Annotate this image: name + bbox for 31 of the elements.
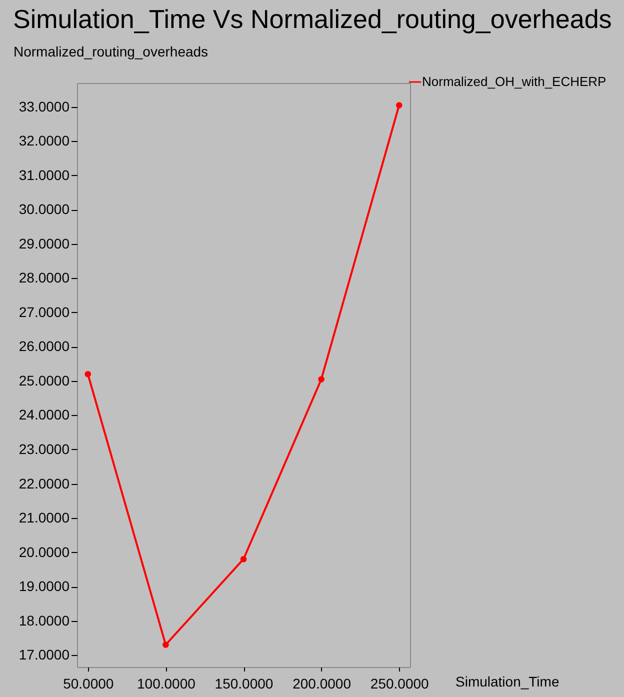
y-tick-label: 28.0000 [18,270,70,286]
y-tick-label: 18.0000 [18,612,70,628]
y-tick-label: 29.0000 [18,235,70,252]
y-tick-label: 27.0000 [18,304,70,320]
y-tick-label: 26.0000 [18,338,70,354]
y-tick-label: 33.0000 [18,98,70,114]
y-tick-label: 19.0000 [18,578,70,594]
y-tick-label: 17.0000 [18,646,70,663]
y-tick-label: 23.0000 [18,441,70,457]
y-tick-label: 22.0000 [18,475,70,492]
point [396,102,402,108]
y-tick-label: 24.0000 [18,406,70,423]
y-tick-label: 30.0000 [18,201,70,218]
y-tick-label: 21.0000 [18,510,70,526]
y-tick-label: 20.0000 [18,544,70,560]
x-tick-label: 150.0000 [214,676,274,692]
point [162,642,169,648]
point [84,370,92,378]
y-tick-label: 25.0000 [18,372,70,388]
x-tick-label: 250.0000 [370,676,430,692]
y-tick-label: 32.0000 [18,132,70,149]
y-tick-label: 31.0000 [18,166,70,183]
x-tick-label: 100.0000 [136,676,196,692]
y-axis-title: Normalized_routing_overheads [14,44,208,60]
point [240,556,247,562]
x-tick-label: 200.0000 [292,676,352,692]
point [318,376,324,382]
x-axis-title: Simulation_Time [456,674,560,690]
chart-title: Simulation_Time Vs Normalized_routing_overheads [13,4,612,34]
legend-label: Normalized_OH_with_ECHERP [422,74,606,89]
x-tick-label: 50.0000 [63,676,114,692]
